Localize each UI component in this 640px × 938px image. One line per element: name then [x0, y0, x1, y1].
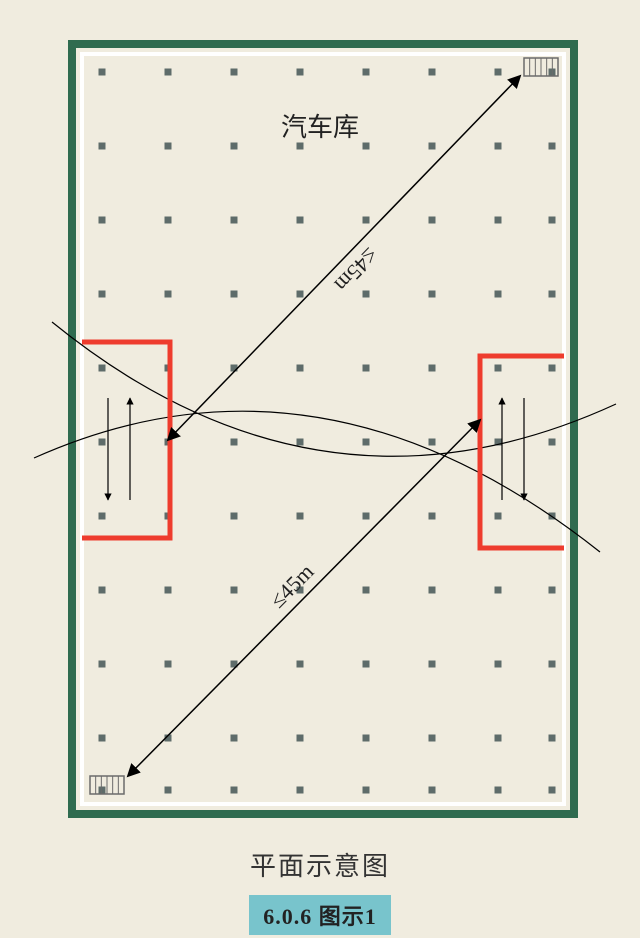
column: [297, 69, 304, 76]
distance-label-lower: ≤45m: [265, 559, 319, 613]
column: [549, 587, 556, 594]
column: [495, 661, 502, 668]
column: [429, 439, 436, 446]
figure-code-badge: 6.0.6 图示1: [249, 895, 391, 935]
column: [363, 787, 370, 794]
column: [549, 365, 556, 372]
column: [297, 365, 304, 372]
column: [363, 735, 370, 742]
column: [429, 787, 436, 794]
column: [363, 439, 370, 446]
column: [297, 735, 304, 742]
column: [363, 661, 370, 668]
column: [99, 143, 106, 150]
column: [549, 787, 556, 794]
column: [165, 291, 172, 298]
caption-title: 平面示意图: [0, 846, 640, 883]
column: [99, 291, 106, 298]
column: [99, 365, 106, 372]
column: [231, 787, 238, 794]
column: [99, 661, 106, 668]
column: [495, 291, 502, 298]
column: [99, 735, 106, 742]
column: [165, 217, 172, 224]
column: [297, 661, 304, 668]
column: [429, 661, 436, 668]
column: [429, 69, 436, 76]
column: [429, 291, 436, 298]
column: [495, 365, 502, 372]
column: [495, 143, 502, 150]
column: [231, 217, 238, 224]
column: [429, 735, 436, 742]
column: [549, 217, 556, 224]
column: [495, 69, 502, 76]
column: [549, 439, 556, 446]
column: [429, 365, 436, 372]
column: [231, 439, 238, 446]
column: [99, 587, 106, 594]
column: [429, 587, 436, 594]
column: [549, 143, 556, 150]
column: [231, 143, 238, 150]
column: [231, 291, 238, 298]
column: [99, 513, 106, 520]
page-root: 汽车库 ≤45m ≤45m 平面示意图 6.0.6 图示1: [0, 0, 640, 938]
caption-block: 平面示意图 6.0.6 图示1: [0, 846, 640, 935]
ramp-left: [82, 342, 170, 538]
column: [165, 143, 172, 150]
column: [363, 217, 370, 224]
floor-plan-svg: 汽车库 ≤45m ≤45m: [0, 0, 640, 830]
inner-wall-line: [82, 54, 564, 804]
column: [297, 439, 304, 446]
column: [231, 587, 238, 594]
column: [495, 735, 502, 742]
column: [99, 439, 106, 446]
outer-wall: [72, 44, 574, 814]
column: [231, 735, 238, 742]
column: [429, 217, 436, 224]
column: [363, 143, 370, 150]
stair-icon-bottom-left: [90, 776, 124, 794]
column: [297, 217, 304, 224]
column: [297, 787, 304, 794]
column: [99, 69, 106, 76]
column: [231, 69, 238, 76]
column: [429, 143, 436, 150]
column: [165, 661, 172, 668]
distance-arrow-lower: [128, 420, 480, 776]
column: [495, 787, 502, 794]
column: [231, 513, 238, 520]
column: [99, 217, 106, 224]
column: [231, 365, 238, 372]
column: [363, 291, 370, 298]
column: [495, 217, 502, 224]
column: [549, 735, 556, 742]
column: [495, 587, 502, 594]
column: [363, 69, 370, 76]
column: [165, 69, 172, 76]
column: [495, 513, 502, 520]
column: [363, 513, 370, 520]
column: [297, 291, 304, 298]
column: [297, 513, 304, 520]
column: [165, 787, 172, 794]
column: [99, 787, 106, 794]
column: [549, 291, 556, 298]
column: [165, 587, 172, 594]
column: [297, 143, 304, 150]
distance-label-upper: ≤45m: [330, 243, 384, 297]
column: [363, 587, 370, 594]
column: [363, 365, 370, 372]
room-label: 汽车库: [281, 113, 359, 142]
column: [429, 513, 436, 520]
radius-arc-lower: [34, 411, 600, 552]
column-grid: [99, 69, 556, 794]
column: [549, 661, 556, 668]
